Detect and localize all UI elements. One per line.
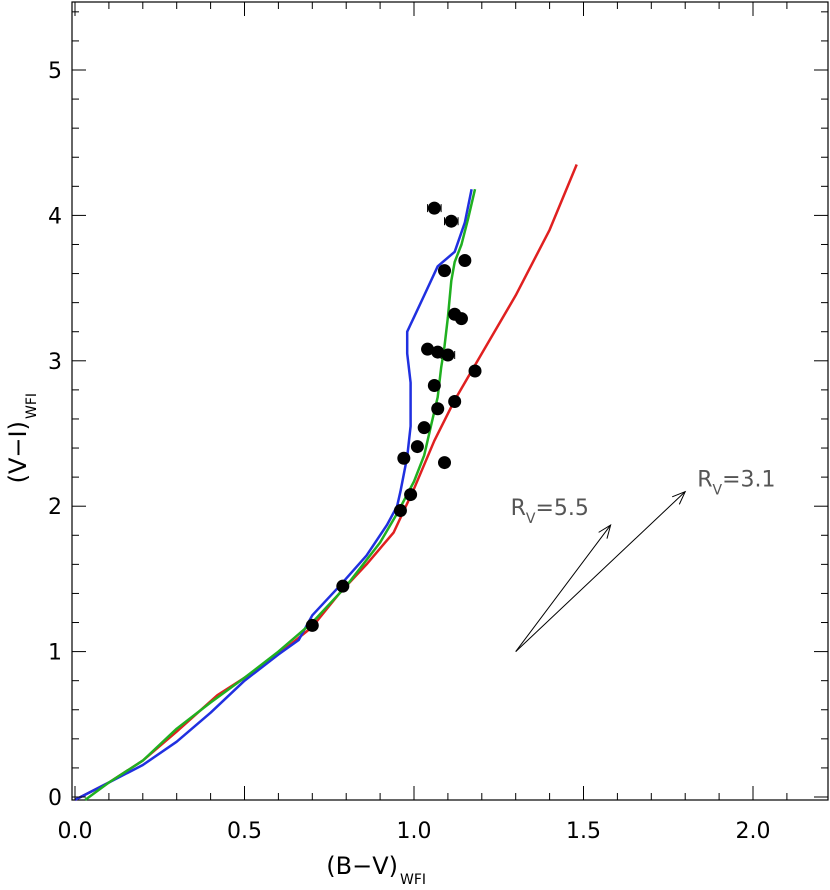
x-axis-ticks: 0.0 0.5 1.0 1.5 2.0 bbox=[58, 2, 788, 844]
data-point bbox=[421, 342, 435, 356]
data-point bbox=[431, 402, 445, 416]
y-tick-label: 3 bbox=[48, 350, 62, 375]
data-point bbox=[431, 345, 445, 359]
x-axis-title-sub: WFI bbox=[400, 872, 426, 888]
y-tick-label: 2 bbox=[48, 495, 62, 520]
series-line-3 bbox=[84, 188, 477, 801]
reddening-vector bbox=[515, 524, 612, 652]
y-axis-ticks: 0 1 2 3 4 5 bbox=[48, 11, 828, 811]
data-point bbox=[468, 364, 482, 378]
y-axis-title: (V−I) bbox=[4, 421, 32, 483]
data-point bbox=[441, 348, 455, 362]
y-tick-label: 4 bbox=[48, 204, 62, 229]
data-point bbox=[454, 312, 468, 326]
series-line-2 bbox=[74, 188, 473, 802]
error-bars bbox=[427, 204, 459, 359]
reddening-vector-label: RV=3.1 bbox=[697, 468, 775, 499]
x-tick-label: 1.5 bbox=[566, 819, 601, 844]
plot-frame bbox=[71, 1, 829, 801]
x-tick-label: 2.0 bbox=[736, 819, 771, 844]
y-tick-label: 1 bbox=[48, 641, 62, 666]
data-point bbox=[393, 504, 407, 518]
data-point bbox=[458, 253, 472, 267]
data-point bbox=[444, 214, 458, 228]
data-point bbox=[438, 264, 452, 278]
x-tick-label: 0.0 bbox=[58, 819, 93, 844]
data-point bbox=[427, 379, 441, 393]
data-point bbox=[448, 395, 462, 409]
data-point bbox=[417, 421, 431, 435]
reddening-vector bbox=[515, 491, 686, 652]
data-point bbox=[397, 451, 411, 465]
y-tick-label: 0 bbox=[48, 786, 62, 811]
data-point bbox=[404, 488, 418, 502]
y-axis-title-sub: WFI bbox=[24, 393, 40, 419]
data-point bbox=[336, 579, 350, 593]
y-tick-label: 5 bbox=[48, 59, 62, 84]
x-tick-label: 1.0 bbox=[397, 819, 432, 844]
data-point bbox=[438, 456, 452, 470]
arrow-head bbox=[598, 524, 612, 539]
reddening-vectors: RV=5.5 RV=3.1 bbox=[511, 468, 775, 652]
x-axis-title: (B−V) bbox=[326, 852, 398, 880]
model-curves bbox=[74, 164, 578, 802]
data-points bbox=[305, 201, 482, 632]
series-line-1 bbox=[74, 164, 578, 802]
data-point bbox=[305, 618, 319, 632]
reddening-vector-label: RV=5.5 bbox=[511, 496, 589, 527]
arrow-head bbox=[671, 490, 687, 505]
data-point bbox=[427, 201, 441, 215]
x-tick-label: 0.5 bbox=[227, 819, 262, 844]
data-point bbox=[410, 440, 424, 454]
